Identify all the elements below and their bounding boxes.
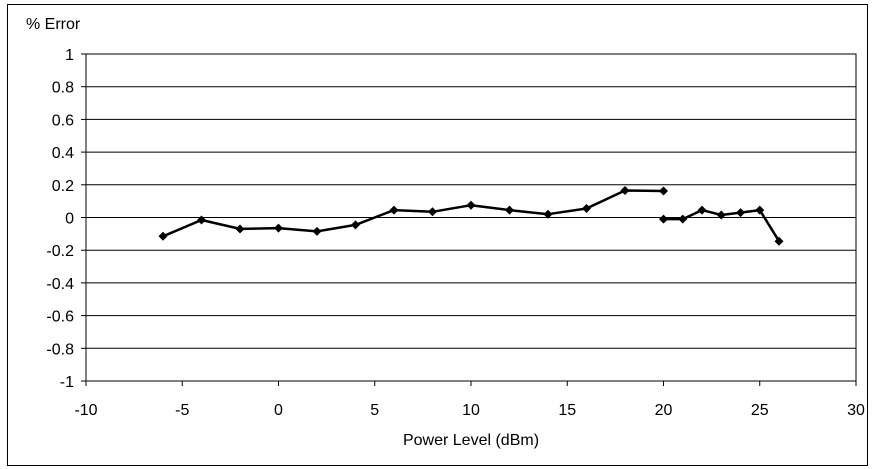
y-tick-label: 0.8 <box>52 80 74 97</box>
y-axis-title: % Error <box>26 16 81 33</box>
series-layer <box>158 186 784 246</box>
y-tick-label: 0.6 <box>52 112 74 129</box>
x-tick-label: -5 <box>175 402 189 419</box>
y-tick-label: 0.2 <box>52 178 74 195</box>
y-tick-label: -0.6 <box>46 309 74 326</box>
data-point <box>466 200 476 210</box>
data-point <box>428 207 437 217</box>
data-point <box>235 224 245 234</box>
data-point <box>312 226 322 236</box>
data-point <box>697 205 707 215</box>
data-point <box>774 236 784 246</box>
data-point <box>389 205 399 215</box>
data-point <box>620 186 630 196</box>
data-point <box>678 214 688 224</box>
y-tick-label: 1 <box>65 47 74 64</box>
x-axis-ticks: -10 -5 0 5 10 15 20 25 30 <box>74 381 865 419</box>
y-tick-label: 0.4 <box>52 145 74 162</box>
chart-outer-border <box>7 4 868 466</box>
x-tick-label: 15 <box>558 402 576 419</box>
x-tick-label: -10 <box>74 402 97 419</box>
x-tick-label: 30 <box>847 402 865 419</box>
data-point <box>659 186 668 196</box>
y-tick-label: 0 <box>65 211 74 228</box>
data-point <box>755 205 765 215</box>
x-tick-label: 25 <box>751 402 769 419</box>
data-point <box>543 209 553 219</box>
y-axis-ticks: 1 0.8 0.6 0.4 0.2 0 -0.2 -0.4 -0.6 -0.8 -1 <box>46 47 86 391</box>
data-point <box>716 210 726 220</box>
data-point <box>197 215 206 225</box>
series-line <box>162 189 664 238</box>
data-point <box>158 231 168 241</box>
data-point <box>274 223 283 233</box>
y-tick-label: -0.2 <box>46 243 74 260</box>
data-point <box>351 220 360 230</box>
x-tick-label: 10 <box>462 402 480 419</box>
x-tick-label: 20 <box>655 402 673 419</box>
x-axis-title: Power Level (dBm) <box>403 432 539 449</box>
x-tick-label: 0 <box>274 402 283 419</box>
y-tick-label: -0.8 <box>46 341 74 358</box>
data-point <box>505 205 514 215</box>
y-tick-label: -1 <box>60 374 74 391</box>
x-tick-label: 5 <box>370 402 379 419</box>
data-point <box>582 204 591 214</box>
data-point <box>736 208 745 218</box>
data-point <box>659 214 668 224</box>
y-tick-label: -0.4 <box>46 276 74 293</box>
grid-lines <box>86 86 856 349</box>
